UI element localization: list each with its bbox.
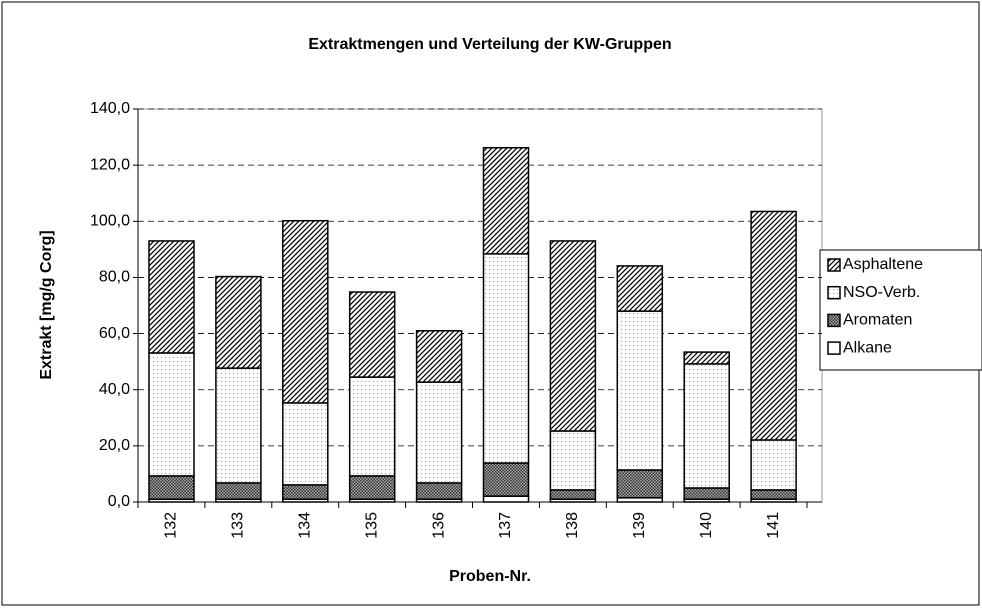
x-tick-label: 137 [497,512,514,539]
legend-label: Aromaten [843,312,912,329]
bar-segment [482,462,530,497]
bar-segment [215,482,262,500]
legend-label: NSO-Verb. [843,284,920,301]
x-tick-label: 134 [297,512,314,539]
y-tick-label: 40,0 [99,381,130,398]
legend-label: Asphaltene [843,256,923,273]
bar-segment [282,484,329,500]
x-tick-label: 139 [631,512,648,539]
y-tick-label: 100,0 [90,213,130,230]
bar-segment [549,430,597,491]
y-axis-label: Extrakt [mg/g Corg] [38,230,55,379]
bar-segment [616,310,664,471]
chart-title: Extraktmengen und Verteilung der KW-Grup… [308,36,671,53]
bar-segment [482,253,530,464]
bar-segment [482,146,530,255]
bar-segment [549,489,597,500]
bar-segment [415,381,463,484]
bar-segment [415,482,463,500]
bar-segment [683,363,730,489]
bar-segment [282,219,329,404]
x-axis-label: Proben-Nr. [449,568,531,585]
bar-segment [148,475,195,500]
y-tick-label: 140,0 [90,100,130,117]
y-tick-label: 20,0 [99,437,130,454]
bar-segment [348,475,396,500]
x-tick-label: 132 [163,512,180,539]
x-tick-label: 135 [363,512,380,539]
bar-segment [616,469,664,499]
y-tick-label: 0,0 [108,493,130,510]
y-tick-label: 60,0 [99,325,130,342]
bar-segment [482,495,530,503]
bar-segment [215,367,262,484]
bar-segment [415,330,463,383]
bar-segment [348,376,396,477]
bar-segment [683,487,730,500]
bar-segment [750,489,797,500]
bar-segment [549,240,597,432]
legend-swatch [827,341,841,355]
bar-segment [616,265,664,312]
x-tick-label: 141 [765,512,782,539]
bar-segment [750,439,797,491]
bar-segment [148,240,195,354]
x-tick-label: 133 [230,512,247,539]
legend-swatch [827,258,841,272]
y-tick-label: 120,0 [90,156,130,173]
x-tick-label: 140 [698,512,715,539]
bar-segment [148,352,195,477]
bar-segment [215,275,262,369]
legend [819,249,982,371]
x-tick-label: 136 [430,512,447,539]
bar-segment [348,291,396,378]
bar-segment [683,351,730,365]
legend-label: Alkane [843,339,892,356]
y-tick-label: 80,0 [99,269,130,286]
legend-swatch [827,285,841,300]
bar-segment [282,402,329,486]
bar-segment [750,210,797,441]
legend-swatch [827,313,841,328]
x-tick-label: 138 [564,512,581,539]
